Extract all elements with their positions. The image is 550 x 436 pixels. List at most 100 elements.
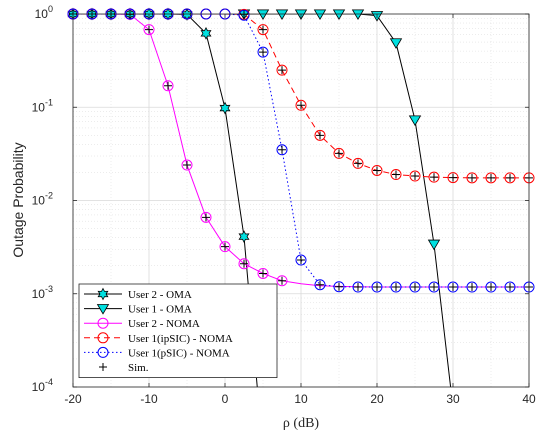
- sim-point: [126, 10, 134, 19]
- sim-point: [183, 161, 191, 170]
- sim-point: [430, 173, 438, 182]
- legend-marker-sim: [99, 363, 107, 371]
- legend-marker-1: [97, 287, 109, 301]
- sim-point: [278, 66, 286, 75]
- sim-point: [259, 25, 267, 34]
- series-3-marker: [143, 24, 155, 36]
- series-5-marker: [238, 9, 250, 21]
- series-5-marker: [257, 46, 269, 58]
- sim-point: [164, 81, 172, 90]
- sim-point: [297, 256, 305, 265]
- x-tick-label: 30: [446, 392, 460, 406]
- sim-point: [240, 10, 248, 19]
- sim-point: [145, 25, 153, 34]
- series-2-marker: [313, 9, 327, 21]
- sim-point: [354, 283, 362, 292]
- series-5-marker: [390, 281, 402, 293]
- series-3-marker: [238, 258, 250, 270]
- sim-point: [506, 173, 514, 182]
- series-2-marker: [332, 9, 346, 21]
- series-3-marker: [181, 159, 193, 171]
- sim-point: [259, 48, 267, 57]
- series-5-marker: [485, 281, 497, 293]
- legend-label-5: User 1(pSIC) - NOMA: [128, 347, 230, 359]
- sim-point: [240, 259, 248, 268]
- series-1-marker: [238, 230, 250, 243]
- sim-point: [468, 283, 476, 292]
- legend-marker-4: [97, 332, 109, 344]
- series-4-marker: [295, 99, 307, 111]
- series-5-marker: [447, 281, 459, 293]
- sim-point: [335, 282, 343, 291]
- x-axis-ticks: -20 -10 0 10 20 30 40: [64, 14, 536, 406]
- series-4-marker: [390, 169, 402, 181]
- y-tick-exponent: 0: [48, 4, 53, 14]
- y-tick-exponent: -2: [45, 191, 53, 201]
- series-4-marker: [257, 24, 269, 36]
- series-2-marker: [389, 38, 403, 49]
- sim-point: [506, 283, 514, 292]
- sim-point: [411, 172, 419, 181]
- series-4-marker: [276, 64, 288, 76]
- legend-marker-5: [97, 346, 109, 358]
- series-4-marker: [352, 157, 364, 169]
- legend-label-4: User 1(ipSIC) - NOMA: [128, 333, 233, 345]
- legend: User 2 - OMA User 1 - OMA User 2 - NOMA Use…: [78, 283, 278, 378]
- legend-marker-3: [97, 317, 109, 329]
- sim-point: [411, 283, 419, 292]
- series-2-marker: [408, 115, 422, 127]
- series-5-marker: [333, 281, 345, 293]
- sim-point: [430, 283, 438, 292]
- sim-point: [316, 131, 324, 140]
- series-5-marker: [504, 281, 516, 293]
- series-5-marker: [466, 281, 478, 293]
- sim-point: [468, 173, 476, 182]
- x-tick-label: -20: [64, 392, 82, 406]
- series-5-marker: [295, 254, 307, 266]
- sim-point: [278, 276, 286, 285]
- y-axis-label: Outage Probability: [10, 142, 26, 257]
- x-tick-label: 20: [370, 392, 384, 406]
- series-4-marker: [428, 171, 440, 183]
- sim-point: [259, 269, 267, 278]
- y-tick-exponent: -3: [45, 284, 53, 294]
- series-3-marker: [162, 80, 174, 92]
- series-5-marker: [371, 281, 383, 293]
- series-4-marker: [466, 172, 478, 184]
- legend-label-1: User 2 - OMA: [128, 289, 192, 301]
- x-tick-label: -10: [140, 392, 158, 406]
- series-2-marker: [256, 9, 270, 21]
- sim-point: [373, 166, 381, 175]
- y-tick-exponent: -4: [45, 377, 53, 387]
- sim-point: [354, 159, 362, 168]
- series-4-marker: [485, 172, 497, 184]
- x-tick-label: 10: [294, 392, 308, 406]
- legend-box: [78, 283, 278, 378]
- sim-point: [373, 283, 381, 292]
- series-line-2: [73, 14, 452, 387]
- sim-point: [449, 173, 457, 182]
- legend-label-sim: Sim.: [128, 362, 149, 374]
- series-5-marker: [352, 281, 364, 293]
- series-5-marker: [276, 144, 288, 156]
- x-tick-label: 40: [522, 392, 536, 406]
- series-line-1: [73, 14, 258, 387]
- series-5-marker: [409, 281, 421, 293]
- series-1-marker: [200, 26, 212, 40]
- series-4-marker: [314, 129, 326, 141]
- x-tick-label: 0: [222, 392, 229, 406]
- x-axis-label: ρ (dB): [283, 416, 319, 431]
- y-tick-exponent: -1: [45, 97, 53, 107]
- series-3-marker: [219, 241, 231, 253]
- series-5-marker: [314, 279, 326, 291]
- series-1-marker: [219, 101, 231, 115]
- series-4-marker: [371, 164, 383, 176]
- sim-point: [392, 283, 400, 292]
- series-4-marker: [504, 172, 516, 184]
- legend-marker-2: [96, 304, 110, 315]
- sim-point: [392, 170, 400, 179]
- sim-point: [449, 283, 457, 292]
- sim-point: [335, 149, 343, 158]
- series-4-marker: [447, 172, 459, 184]
